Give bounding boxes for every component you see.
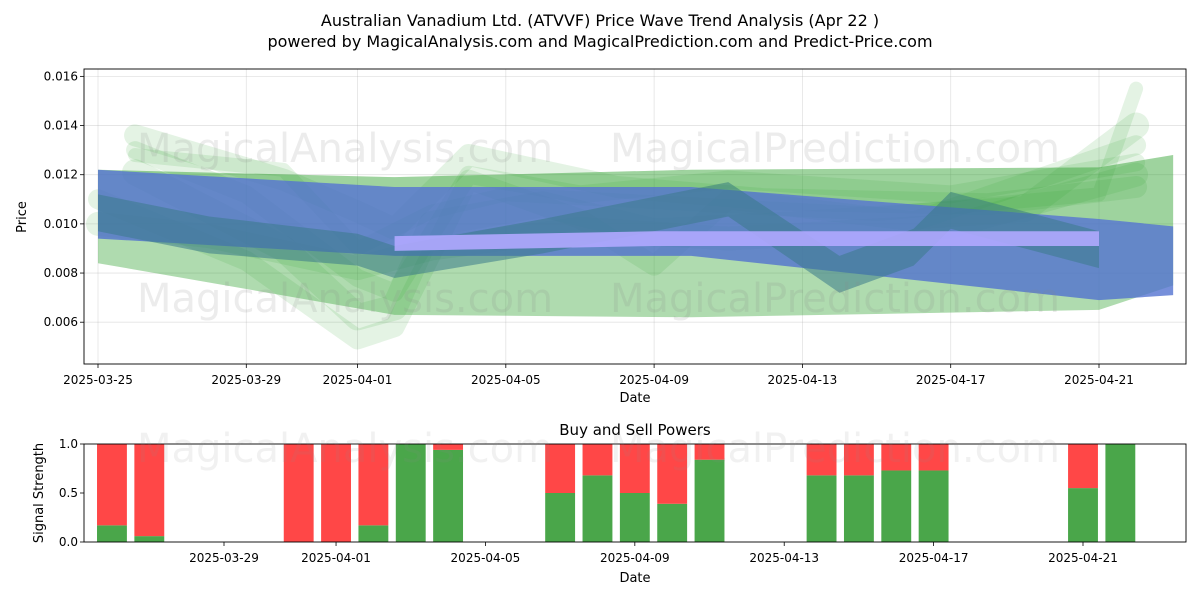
- y-tick-label: 0.008: [44, 266, 78, 280]
- chart-title-line1: Australian Vanadium Ltd. (ATVVF) Price W…: [321, 11, 879, 30]
- sell-bar: [619, 444, 650, 493]
- buy-bar: [694, 459, 725, 542]
- buy-bar: [134, 536, 165, 542]
- x-tick-label: 2025-04-09: [619, 373, 689, 387]
- x-axis-label: Date: [619, 391, 650, 406]
- sell-bar: [545, 444, 576, 493]
- sell-bar: [134, 444, 165, 537]
- x-tick-label: 2025-04-13: [749, 551, 819, 565]
- x-axis-label: Date: [619, 571, 650, 586]
- y-tick-label: 0.5: [59, 486, 78, 500]
- sell-bar: [358, 444, 389, 526]
- watermark-text: MagicalPrediction.com: [610, 126, 1060, 172]
- sell-bar: [582, 444, 613, 476]
- sell-bar: [843, 444, 874, 476]
- sell-bar: [1068, 444, 1098, 489]
- power-plot: Buy and Sell Powers 2025-03-29 2025-04-01 2…: [32, 421, 1187, 586]
- subplot-title: Buy and Sell Powers: [559, 421, 711, 439]
- sell-bar: [806, 444, 837, 476]
- watermark-text: MagicalPrediction.com: [610, 426, 1060, 472]
- watermark-text: MagicalPrediction.com: [610, 276, 1060, 322]
- y-tick-label: 0.006: [44, 315, 78, 329]
- y-tick-label: 0.016: [44, 69, 78, 83]
- y-tick-label: 1.0: [59, 437, 78, 451]
- buy-bar: [1068, 488, 1098, 542]
- buy-bar: [1105, 444, 1136, 542]
- y-axis-label: Price: [15, 201, 30, 233]
- sell-bar: [283, 444, 314, 542]
- watermark-text: MagicalAnalysis.com: [137, 126, 553, 172]
- sell-bar: [321, 444, 351, 542]
- band-layer: [86, 81, 1174, 350]
- overlap-tint: [98, 155, 1174, 227]
- buy-bar: [843, 475, 874, 542]
- x-tick-label: 2025-04-09: [600, 551, 670, 565]
- y-tick-label: 0.014: [44, 119, 78, 133]
- sell-bar: [97, 444, 127, 526]
- lavender-band: [394, 231, 1099, 251]
- sell-bar: [881, 444, 912, 471]
- sell-bar: [918, 444, 949, 471]
- buy-bar: [881, 470, 912, 542]
- buy-bar: [619, 493, 650, 542]
- sell-bar: [657, 444, 688, 504]
- x-tick-label: 2025-04-01: [323, 373, 393, 387]
- x-tick-label: 2025-03-25: [63, 373, 133, 387]
- plot-frame: [83, 443, 1187, 543]
- buy-bar: [582, 475, 613, 542]
- x-tick-label: 2025-03-29: [211, 373, 281, 387]
- buy-bar: [358, 525, 389, 542]
- y-tick-label: 0.012: [44, 168, 78, 182]
- price-plot: 2025-03-25 2025-03-29 2025-04-01 2025-04-05…: [15, 68, 1187, 406]
- x-tick-label: 2025-04-17: [899, 551, 969, 565]
- x-tick-label: 2025-04-01: [301, 551, 371, 565]
- x-tick-label: 2025-04-05: [451, 551, 521, 565]
- x-tick-label: 2025-04-21: [1048, 551, 1118, 565]
- y-tick-label: 0.010: [44, 217, 78, 231]
- watermark-text: MagicalAnalysis.com: [137, 426, 553, 472]
- watermark-text: MagicalAnalysis.com: [137, 276, 553, 322]
- buy-bar: [545, 493, 576, 542]
- x-tick-label: 2025-04-21: [1064, 373, 1134, 387]
- chart-title-line2: powered by MagicalAnalysis.com and Magic…: [267, 32, 932, 51]
- buy-bar: [657, 503, 688, 542]
- y-axis-label: Signal Strength: [32, 443, 47, 543]
- buy-bar: [395, 444, 426, 542]
- y-tick-label: 0.0: [59, 535, 78, 549]
- sell-bar: [433, 444, 464, 450]
- x-tick-label: 2025-04-05: [471, 373, 541, 387]
- buy-bar: [806, 475, 837, 542]
- buy-bar: [918, 470, 949, 542]
- buy-bar: [97, 525, 127, 542]
- x-tick-label: 2025-04-17: [916, 373, 986, 387]
- x-tick-label: 2025-03-29: [189, 551, 259, 565]
- buy-bar: [433, 449, 464, 542]
- sell-bar: [694, 444, 725, 460]
- plot-frame: [83, 68, 1187, 365]
- x-tick-label: 2025-04-13: [768, 373, 838, 387]
